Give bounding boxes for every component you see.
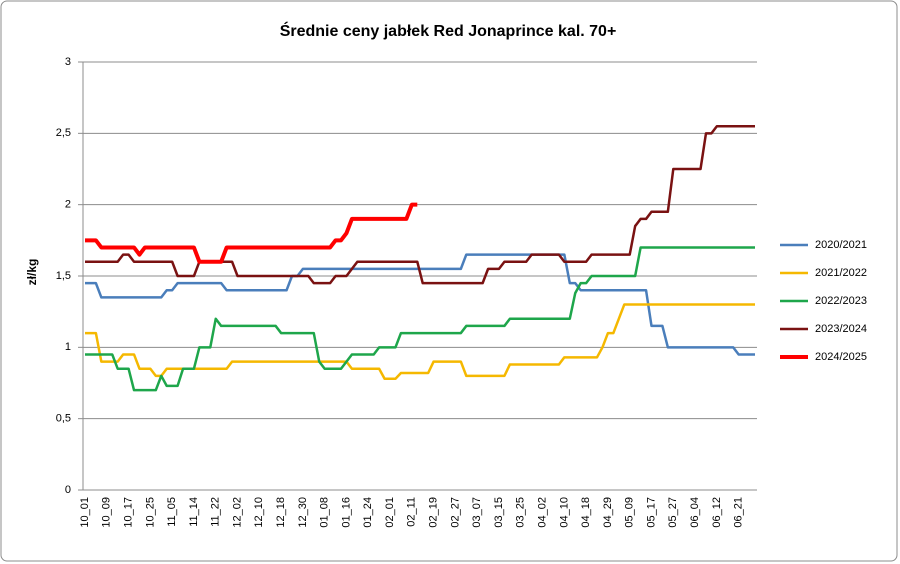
- x-tick-label: 03_07: [471, 497, 483, 528]
- x-tick-label: 01_24: [362, 497, 374, 528]
- y-tick-label: 0: [65, 484, 71, 496]
- x-tick-label: 10_17: [122, 497, 134, 528]
- x-tick-label: 05_17: [645, 497, 657, 528]
- x-tick-label: 12_30: [297, 497, 309, 528]
- x-tick-label: 03_15: [493, 497, 505, 528]
- x-tick-label: 01_08: [319, 497, 331, 528]
- x-tick-label: 04_18: [580, 497, 592, 528]
- x-tick-label: 05_27: [667, 497, 679, 528]
- series-line: [85, 124, 755, 285]
- x-tick-label: 02_01: [384, 497, 396, 528]
- x-tick-label: 04_02: [536, 497, 548, 528]
- x-tick-label: 12_18: [275, 497, 287, 528]
- y-tick-label: 1,5: [56, 270, 71, 282]
- x-tick-label: 12_10: [253, 497, 265, 528]
- y-tick-label: 3: [65, 56, 71, 68]
- x-tick-label: 11_05: [166, 497, 178, 527]
- x-tick-label: 06_12: [711, 497, 723, 528]
- x-tick-label: 10_09: [101, 497, 113, 528]
- x-tick-label: 06_04: [689, 497, 701, 528]
- y-tick-label: 2,5: [56, 127, 71, 139]
- x-tick-label: 06_21: [733, 497, 745, 528]
- y-tick-label: 0,5: [56, 413, 71, 425]
- y-tick-label: 1: [65, 341, 71, 353]
- x-tick-label: 11_22: [210, 497, 222, 527]
- x-tick-label: 02_27: [449, 497, 461, 528]
- x-tick-label: 11_14: [188, 497, 200, 527]
- legend-label: 2020/2021: [815, 239, 867, 251]
- y-tick-label: 2: [65, 199, 71, 211]
- chart-title: Średnie ceny jabłek Red Jonaprince kal. …: [280, 21, 617, 40]
- series-line: [85, 246, 755, 392]
- legend-label: 2023/2024: [815, 323, 867, 335]
- legend-label: 2024/2025: [815, 351, 867, 363]
- x-tick-label: 12_02: [231, 497, 243, 528]
- y-axis-label: zł/kg: [25, 259, 39, 286]
- x-tick-label: 04_29: [602, 497, 614, 528]
- x-tick-label: 04_10: [558, 497, 570, 528]
- legend-label: 2021/2022: [815, 267, 867, 279]
- legend-label: 2022/2023: [815, 295, 867, 307]
- x-tick-label: 02_19: [428, 497, 440, 528]
- x-tick-label: 02_11: [406, 497, 418, 527]
- x-tick-label: 01_16: [340, 497, 352, 528]
- x-tick-label: 10_01: [79, 497, 91, 528]
- series-line: [85, 303, 755, 380]
- x-tick-label: 03_25: [515, 497, 527, 528]
- x-tick-label: 10_25: [144, 497, 156, 528]
- series-line: [85, 202, 418, 264]
- x-tick-label: 05_09: [624, 497, 636, 528]
